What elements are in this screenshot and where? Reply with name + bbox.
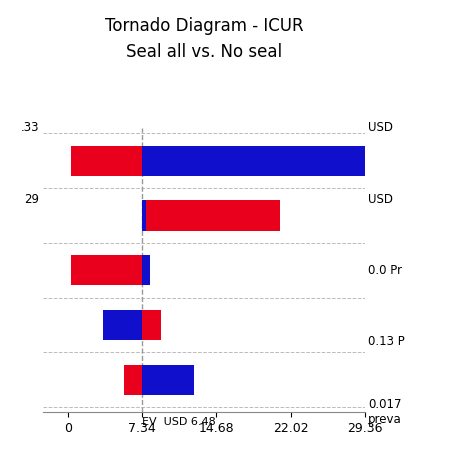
- Text: Seal all vs. No seal: Seal all vs. No seal: [126, 43, 282, 61]
- Text: .33: .33: [21, 121, 39, 135]
- Bar: [146, 201, 281, 230]
- Text: EV  USD 6.48: EV USD 6.48: [142, 417, 216, 427]
- Bar: [142, 310, 161, 340]
- Bar: [142, 201, 146, 230]
- Text: USD: USD: [368, 121, 393, 135]
- Bar: [103, 310, 142, 340]
- Bar: [142, 255, 150, 285]
- Bar: [71, 146, 142, 176]
- Bar: [124, 365, 142, 394]
- Bar: [142, 365, 194, 394]
- Bar: [71, 255, 142, 285]
- Text: 29: 29: [25, 192, 39, 206]
- Text: 0.0 Pr: 0.0 Pr: [368, 264, 402, 277]
- Text: 0.13 P: 0.13 P: [368, 335, 405, 348]
- Text: USD: USD: [368, 192, 393, 206]
- Text: Tornado Diagram - ICUR: Tornado Diagram - ICUR: [104, 17, 303, 35]
- Text: 0.017
preva: 0.017 preva: [368, 398, 402, 427]
- Bar: [142, 146, 365, 176]
